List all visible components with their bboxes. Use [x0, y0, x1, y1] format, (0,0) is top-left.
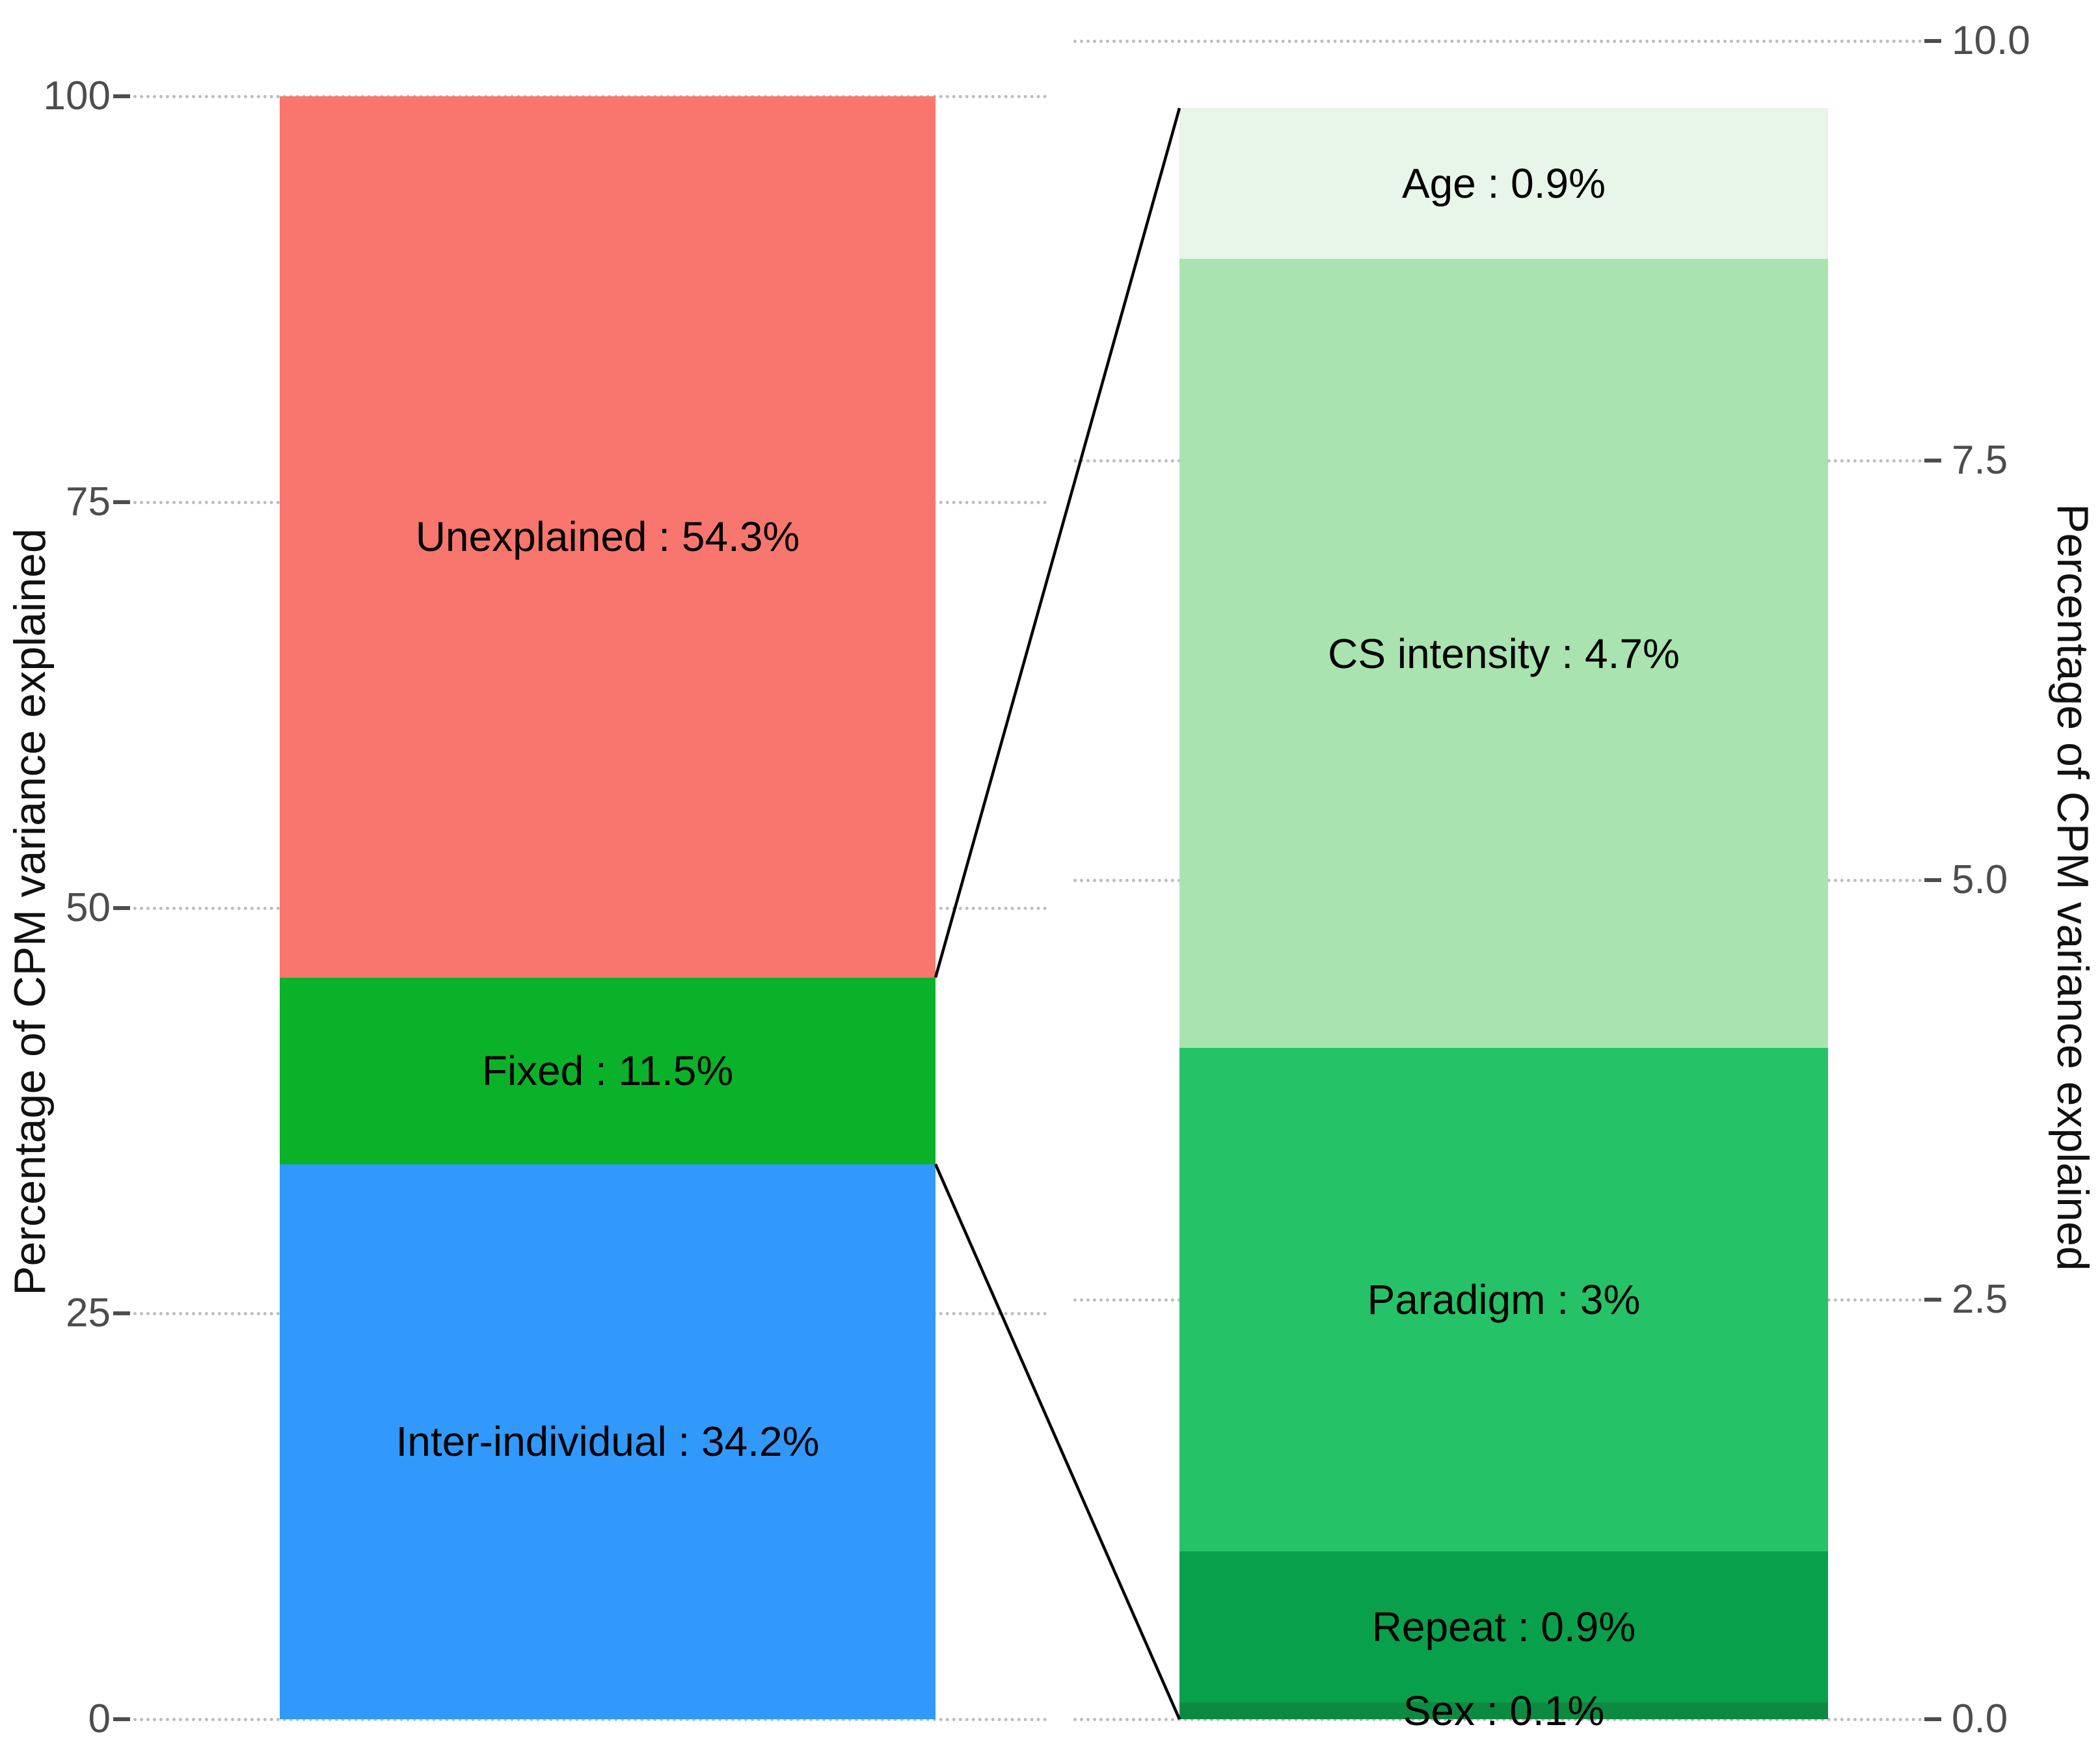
segment-label-paradigm: Paradigm : 3%	[1367, 1276, 1641, 1323]
gridline-right-0.0	[1073, 1718, 1922, 1721]
bar-segment-paradigm	[1179, 1048, 1828, 1551]
tick-mark-left-100	[113, 94, 130, 98]
segment-label-cs-intensity: CS intensity : 4.7%	[1328, 630, 1680, 677]
segment-label-age: Age : 0.9%	[1401, 160, 1606, 208]
tick-label-left-axis: 100	[43, 74, 111, 118]
tick-mark-right-7.5	[1924, 459, 1941, 462]
bar-segment-inter-individual	[280, 1164, 936, 1719]
tick-mark-left-50	[113, 905, 130, 910]
tick-mark-left-25	[113, 1311, 130, 1316]
tick-mark-left-0	[113, 1717, 130, 1721]
bar-segment-cs-intensity	[1179, 259, 1828, 1048]
segment-label-unexplained: Unexplained : 54.3%	[415, 513, 800, 561]
gridline-right-10.0	[1073, 40, 1922, 43]
tick-label-right-axis: 5.0	[1952, 857, 2008, 902]
segment-label-repeat: Repeat : 0.9%	[1371, 1603, 1636, 1651]
connector-line-bottom	[934, 1163, 1181, 1720]
segment-label-sex: Sex : 0.1%	[1403, 1687, 1605, 1735]
tick-label-left-axis: 25	[66, 1291, 111, 1336]
tick-mark-left-75	[113, 500, 130, 504]
tick-mark-right-10.0	[1924, 39, 1941, 43]
tick-mark-right-5.0	[1924, 878, 1941, 882]
segment-label-fixed: Fixed : 11.5%	[481, 1047, 734, 1095]
tick-label-right-axis: 7.5	[1952, 438, 2008, 483]
tick-label-left-axis: 0	[88, 1696, 111, 1741]
tick-label-right-axis: 2.5	[1952, 1277, 2008, 1322]
segment-label-inter-individual: Inter-individual : 34.2%	[396, 1418, 820, 1466]
bar-segment-repeat	[1179, 1551, 1828, 1703]
bar-segment-age	[1179, 108, 1828, 260]
tick-mark-right-2.5	[1924, 1298, 1941, 1302]
tick-label-right-axis: 0.0	[1952, 1696, 2008, 1741]
bar-segment-fixed	[280, 977, 936, 1164]
right-y-axis-title: Percentage of CPM variance explained	[2048, 503, 2097, 1271]
tick-label-left-axis: 50	[66, 885, 111, 930]
bar-segment-sex	[1179, 1702, 1828, 1719]
tick-label-right-axis: 10.0	[1952, 18, 2030, 63]
gridline-left-0	[133, 1718, 1047, 1721]
connector-line-top	[934, 107, 1181, 978]
bar-segment-unexplained	[280, 96, 936, 978]
tick-label-left-axis: 75	[66, 479, 111, 524]
tick-mark-right-0.0	[1924, 1717, 1941, 1721]
